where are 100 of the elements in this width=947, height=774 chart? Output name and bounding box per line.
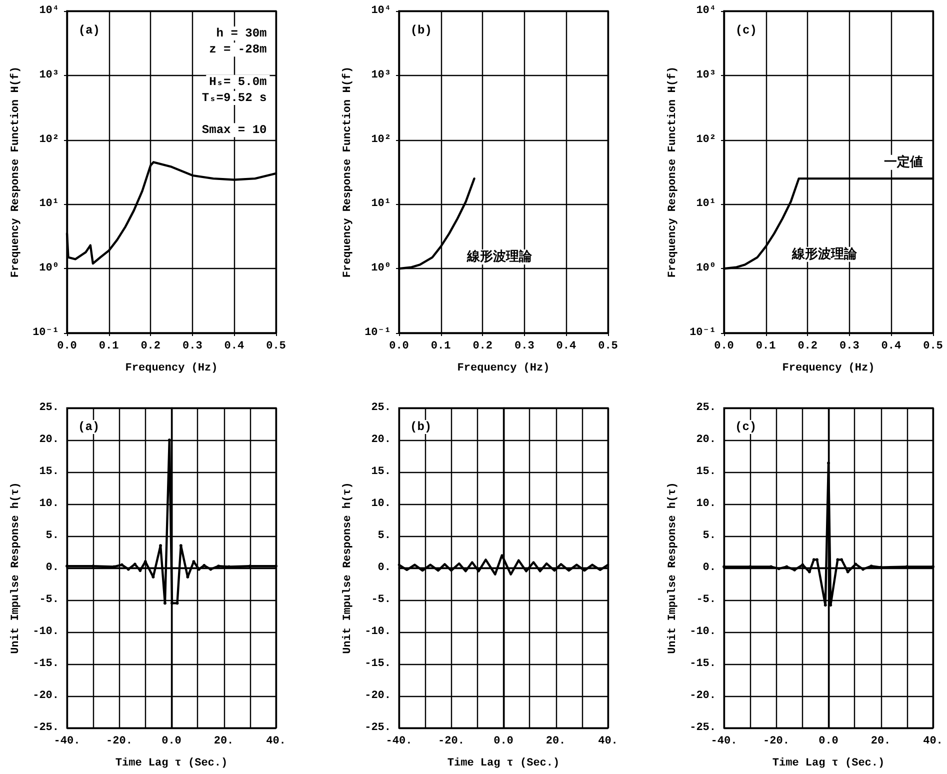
y-tick-label: 10⁰	[39, 262, 59, 275]
y-tick-label: 10¹	[39, 198, 59, 210]
y-axis-title: Unit Impulse Response h(τ)	[667, 482, 680, 654]
x-tick-label: -40.	[54, 736, 80, 748]
annotation: (c)	[735, 23, 757, 38]
y-tick-label: -20.	[690, 690, 716, 702]
y-axis-title: Frequency Response Function H(f)	[666, 66, 680, 278]
y-tick-label: 10¹	[696, 198, 716, 210]
y-tick-label: 5.	[46, 530, 59, 542]
x-tick-label: 0.1	[756, 340, 776, 352]
x-tick-label: 0.0	[389, 340, 409, 352]
annotation: (b)	[410, 23, 432, 38]
y-tick-label: 10⁻¹	[690, 327, 716, 339]
x-tick-label: 0.1	[430, 340, 452, 352]
x-tick-label: -20.	[438, 736, 464, 748]
x-tick-label: 0.0	[162, 736, 182, 748]
y-tick-label: 10⁰	[696, 262, 716, 275]
y-tick-label: -10.	[32, 626, 59, 638]
y-tick-label: -25.	[690, 722, 716, 734]
y-tick-label: 0.	[702, 562, 716, 574]
annotation: 一定値	[884, 154, 924, 170]
annotation: z = -28m	[209, 42, 267, 57]
y-tick-label: 20.	[696, 434, 716, 446]
y-tick-label: -15.	[32, 658, 59, 670]
y-tick-label: 10.	[696, 498, 716, 510]
annotation: (b)	[410, 420, 432, 434]
y-tick-label: -25.	[32, 722, 59, 734]
y-tick-label: 10⁰	[371, 262, 391, 275]
x-tick-label: 0.1	[98, 340, 120, 352]
y-tick-label: 10⁻¹	[364, 327, 391, 339]
y-tick-label: 15.	[371, 466, 391, 478]
y-tick-label: 5.	[378, 530, 391, 542]
y-tick-label: 0.	[46, 562, 59, 574]
y-tick-label: -20.	[364, 690, 391, 702]
y-tick-label: 10³	[371, 69, 391, 82]
x-tick-label: 40.	[266, 736, 286, 748]
y-tick-label: -5.	[371, 594, 391, 606]
y-tick-label: -25.	[364, 722, 391, 734]
x-tick-label: 0.0	[494, 736, 514, 748]
x-tick-label: 40.	[923, 736, 943, 748]
x-tick-label: -20.	[763, 736, 790, 748]
x-axis-title: Time Lag τ (Sec.)	[772, 758, 885, 770]
x-tick-label: 0.0	[57, 340, 77, 352]
y-axis-title: Unit Impulse Response h(τ)	[342, 482, 354, 654]
y-tick-label: -20.	[32, 690, 59, 702]
x-tick-label: 0.4	[224, 340, 244, 352]
y-tick-label: 10²	[39, 134, 59, 146]
x-tick-label: 0.3	[514, 340, 535, 352]
annotation: 線形波理論	[790, 246, 858, 262]
y-tick-label: -15.	[364, 658, 391, 670]
y-tick-label: 20.	[371, 434, 391, 446]
y-tick-label: 10³	[696, 69, 716, 82]
x-tick-label: -40.	[386, 736, 412, 748]
y-tick-label: 10⁴	[39, 5, 59, 17]
y-tick-label: 10⁻¹	[32, 327, 59, 339]
y-tick-label: 10¹	[371, 198, 391, 210]
y-tick-label: 0.	[378, 562, 391, 574]
x-tick-label: 20.	[870, 736, 891, 748]
x-axis-title: Frequency (Hz)	[782, 362, 875, 374]
y-tick-label: 15.	[39, 466, 59, 478]
x-tick-label: 0.3	[839, 340, 860, 352]
x-tick-label: 40.	[598, 736, 618, 748]
x-tick-label: 0.2	[472, 340, 493, 352]
x-tick-label: 0.5	[266, 340, 286, 352]
y-tick-label: -15.	[690, 658, 716, 670]
x-tick-label: 0.4	[881, 340, 902, 352]
x-tick-label: -40.	[710, 736, 738, 748]
y-tick-label: 25.	[39, 402, 59, 414]
x-axis-title: Frequency (Hz)	[125, 362, 218, 374]
annotation: Tₛ=9.52 s	[202, 90, 267, 105]
annotation: (a)	[78, 23, 100, 38]
x-tick-label: 0.0	[714, 340, 734, 352]
x-tick-label: 0.0	[818, 736, 838, 748]
y-tick-label: 10⁴	[696, 5, 716, 17]
x-axis-title: Frequency (Hz)	[457, 362, 550, 374]
y-tick-label: -5.	[39, 594, 59, 606]
x-axis-title: Time Lag τ (Sec.)	[447, 758, 560, 770]
y-tick-label: 10.	[371, 498, 391, 510]
annotation: Hₛ= 5.0m	[209, 74, 267, 89]
x-tick-label: 0.5	[598, 340, 618, 352]
annotation: h = 30m	[216, 26, 267, 41]
x-tick-label: 20.	[214, 736, 234, 748]
y-tick-label: 10.	[39, 498, 59, 510]
annotation: Smax = 10	[202, 123, 267, 138]
y-tick-label: 20.	[39, 434, 59, 446]
y-tick-label: -10.	[364, 626, 391, 638]
y-tick-label: 10²	[371, 134, 391, 146]
annotation: (c)	[735, 420, 757, 434]
y-tick-label: 15.	[696, 466, 716, 478]
y-tick-label: 10²	[696, 134, 716, 146]
y-tick-label: -5.	[696, 594, 716, 606]
y-axis-title: Unit Impulse Response h(τ)	[10, 482, 22, 654]
x-tick-label: 0.2	[140, 340, 161, 352]
y-tick-label: -10.	[690, 626, 716, 638]
x-tick-label: 0.4	[556, 340, 576, 352]
x-tick-label: -20.	[106, 736, 132, 748]
annotation: 線形波理論	[466, 248, 533, 265]
x-tick-label: 0.2	[798, 340, 818, 352]
y-tick-label: 10³	[39, 69, 59, 82]
x-tick-label: 0.5	[923, 340, 944, 352]
